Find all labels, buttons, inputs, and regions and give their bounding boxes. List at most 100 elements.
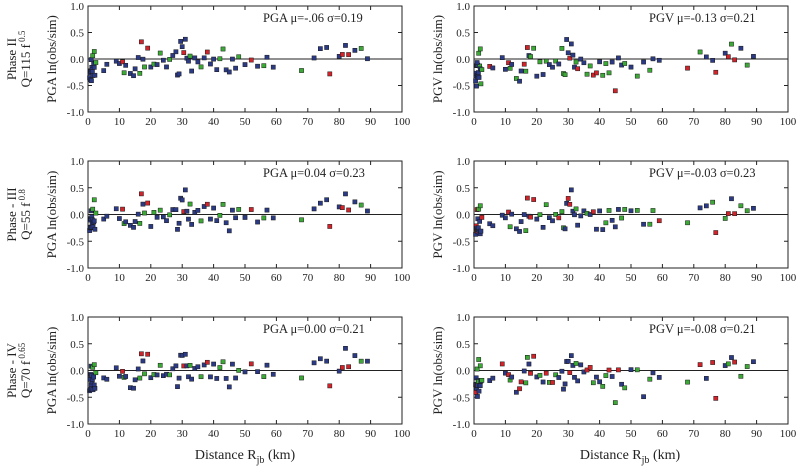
panel-4-data-point <box>619 215 624 221</box>
panel-4-data-point <box>499 212 505 218</box>
panel-1-data-point <box>195 59 201 65</box>
panel-1-data-point <box>187 53 193 59</box>
panel-5-data-point <box>230 361 235 367</box>
panel-5-xtick-label: 80 <box>334 428 346 440</box>
panel-6-data-point <box>619 381 624 387</box>
panel-6-ytick-label: 1.0 <box>456 312 470 324</box>
panel-6-data-point <box>517 386 522 392</box>
panel-6-data-point <box>685 379 690 385</box>
panel-1-ytick-label: -0.5 <box>67 81 85 93</box>
panel-4-xtick-label: 50 <box>626 272 638 284</box>
panel-1-data-point <box>186 58 191 64</box>
panel-6-data-point <box>487 378 493 383</box>
panel-4-data-point <box>518 219 524 224</box>
panel-1-data-point <box>178 39 183 44</box>
panel-5-data-point <box>92 386 98 391</box>
panel-2-data-point <box>567 55 573 61</box>
panel-2-data-point <box>518 68 524 74</box>
panel-6-data-point <box>744 364 750 369</box>
panel-6-data-point <box>704 376 709 381</box>
panel-4-ylabel: PGV ln(obs/sim) <box>430 170 445 258</box>
panel-3-data-point <box>211 205 216 211</box>
panel-5-data-point <box>204 359 210 365</box>
panel-6-data-point <box>523 380 529 386</box>
panel-5-xtick-label: 20 <box>145 428 157 440</box>
panel-4-xtick-label: 100 <box>780 272 797 284</box>
panel-4-xtick-label: 70 <box>688 272 700 284</box>
panel-2-xtick-label: 100 <box>780 116 797 128</box>
panel-6-data-point <box>479 377 485 383</box>
panel-3-ylabel: PGA ln(obs/sim) <box>44 171 59 259</box>
panel-3-xtick-label: 60 <box>271 272 283 284</box>
panel-5-data-point <box>299 375 304 381</box>
panel-5-data-point <box>189 376 194 382</box>
panel-4-data-point <box>590 209 596 215</box>
panel-4-data-point <box>547 215 552 221</box>
panel-1-data-point <box>270 64 276 70</box>
panel-6-data-point <box>573 361 579 366</box>
panel-4-data-point <box>479 215 485 220</box>
panel-5-data-point <box>154 372 160 378</box>
panel-5-data-point <box>137 375 143 381</box>
panel-5-xtick-label: 100 <box>394 428 411 440</box>
panel-2-data-point <box>628 64 634 70</box>
panel-6-data-point <box>474 366 480 372</box>
panel-6-data-point <box>499 361 505 367</box>
panel-6-data-point <box>606 367 612 373</box>
panel-4-ytick-label: 0.5 <box>456 183 470 195</box>
panel-2-ytick-label: -1.0 <box>453 107 471 119</box>
panel-3-data-point <box>123 219 129 225</box>
panel-2-data-point <box>603 61 609 66</box>
panel-6-data-point <box>543 370 549 376</box>
panel-1-data-point <box>142 64 147 70</box>
panel-1-data-point <box>226 69 232 75</box>
panel-3-data-point <box>161 214 166 220</box>
panel-2-data-point <box>517 78 522 84</box>
panel-5-xtick-label: 0 <box>85 428 91 440</box>
panel-4-ytick-label: 1.0 <box>456 156 470 168</box>
panel-2-data-point <box>476 75 482 80</box>
panel-2-data-point <box>556 61 562 67</box>
panel-1-data-point <box>131 73 136 79</box>
panel-4-data-point <box>537 212 543 218</box>
panel-2-xtick-label: 90 <box>751 116 763 128</box>
panel-3-data-point <box>142 210 147 216</box>
panel-6-data-point <box>526 361 532 367</box>
panel-5-data-point <box>343 346 348 351</box>
q-exponent: 0.8 <box>17 189 27 203</box>
panel-5-data-point <box>131 385 136 391</box>
panel-3-data-point <box>358 202 364 208</box>
panel-6-annotation: PGV μ=-0.08 σ=0.21 <box>649 322 755 336</box>
panel-3-ytick-label: -0.5 <box>67 236 85 248</box>
panel-2-data-point <box>573 59 579 65</box>
panel-4-data-point <box>550 218 555 224</box>
panel-1-data-point <box>211 56 216 62</box>
panel-3-data-point <box>173 207 179 212</box>
panel-2-data-point <box>704 54 709 60</box>
panel-5-data-point <box>358 358 364 364</box>
panel-4-data-point <box>572 212 577 218</box>
panel-3-ytick-label: 0.5 <box>70 183 84 195</box>
panel-5-data-point <box>104 376 110 382</box>
panel-6-data-point <box>475 394 480 399</box>
panel-2-data-point <box>568 41 574 47</box>
panel-4-xtick-label: 20 <box>531 272 543 284</box>
panel-1-data-point <box>157 50 163 56</box>
panel-6-xtick-label: 30 <box>563 428 575 440</box>
panel-2-data-point <box>622 61 628 66</box>
panel-6-xtick-label: 100 <box>780 428 797 440</box>
panel-2-data-point <box>509 62 515 67</box>
panel-5-data-point <box>148 375 154 381</box>
panel-4-data-point <box>616 207 621 212</box>
panel-5-data-point <box>201 362 207 368</box>
panel-5-ytick-label: 1.0 <box>70 312 84 324</box>
panel-1-xtick-label: 100 <box>394 116 411 128</box>
panel-6-data-point <box>567 370 573 375</box>
panel-4-ytick-label: -0.5 <box>453 236 471 248</box>
panel-2-data-point <box>587 63 593 69</box>
panel-2-data-point <box>575 66 580 72</box>
panel-5-data-point <box>264 362 270 368</box>
panel-5-data-point <box>236 368 242 373</box>
panel-1-data-point <box>217 56 223 62</box>
